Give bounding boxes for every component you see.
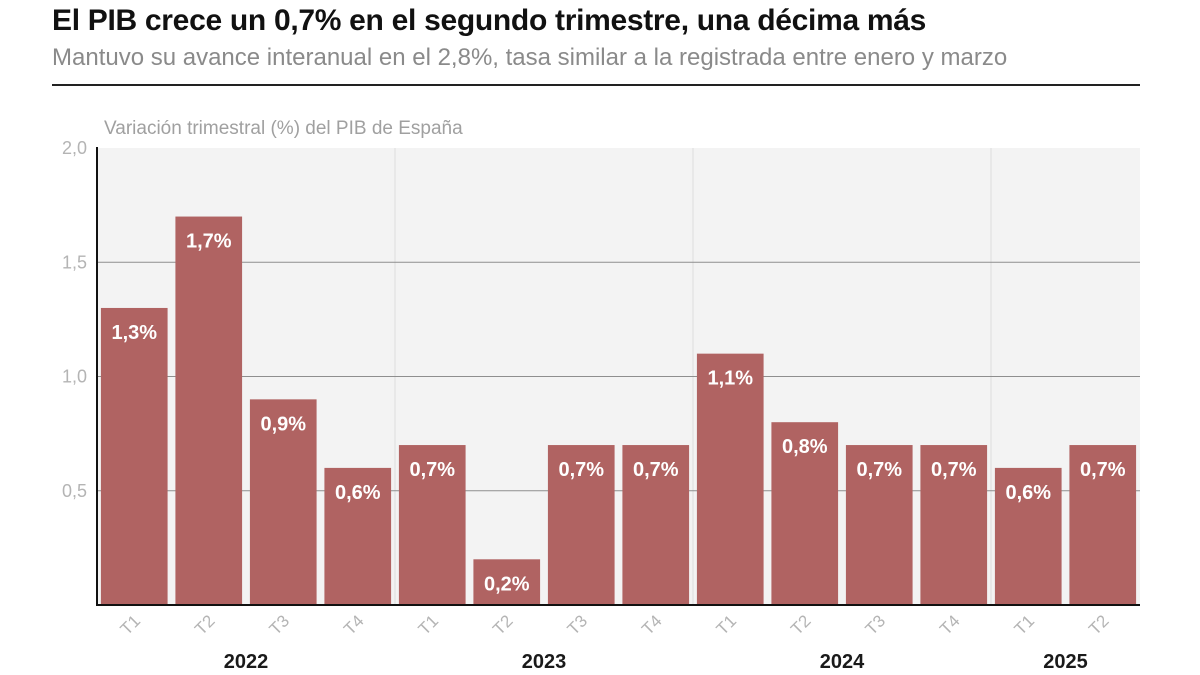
bar [994, 467, 1062, 605]
bar [920, 445, 988, 605]
x-tick-label: T4 [340, 611, 367, 638]
bar [398, 445, 466, 605]
x-tick-label: T2 [1085, 611, 1112, 638]
year-label: 2025 [1043, 651, 1088, 673]
x-tick-label: T3 [564, 611, 591, 638]
bar [845, 445, 913, 605]
data-label: 0,7% [856, 459, 902, 481]
bar [1069, 445, 1137, 605]
y-tick-label: 1,5 [62, 252, 87, 272]
y-tick-label: 0,5 [62, 481, 87, 501]
x-tick-label: T1 [415, 611, 442, 638]
x-tick-label: T4 [936, 611, 963, 638]
data-label: 0,8% [782, 436, 828, 458]
y-tick-label: 2,0 [62, 138, 87, 158]
bar [696, 353, 764, 605]
x-tick-label: T3 [862, 611, 889, 638]
bar [771, 422, 839, 605]
data-label: 0,7% [1080, 459, 1126, 481]
data-label: 0,7% [931, 459, 977, 481]
chart-title: El PIB crece un 0,7% en el segundo trime… [52, 4, 927, 37]
y-axis-title: Variación trimestral (%) del PIB de Espa… [104, 118, 463, 139]
x-tick-label: T2 [787, 611, 814, 638]
data-label: 0,2% [484, 573, 530, 595]
bar [622, 445, 690, 605]
bar [547, 445, 615, 605]
data-label: 1,3% [111, 322, 157, 344]
header-divider [52, 84, 1140, 86]
x-tick-label: T4 [638, 611, 665, 638]
x-tick-label: T1 [713, 611, 740, 638]
year-label: 2024 [820, 651, 865, 673]
chart-subtitle: Mantuvo su avance interanual en el 2,8%,… [52, 44, 1008, 71]
data-label: 0,6% [335, 482, 381, 504]
data-label: 1,1% [707, 368, 753, 390]
x-tick-label: T2 [191, 611, 218, 638]
bar [100, 307, 168, 605]
data-label: 1,7% [186, 231, 232, 253]
x-tick-label: T3 [266, 611, 293, 638]
data-label: 0,9% [260, 413, 306, 435]
year-label: 2022 [224, 651, 269, 673]
data-label: 0,7% [558, 459, 604, 481]
year-label: 2023 [522, 651, 567, 673]
data-label: 0,7% [633, 459, 679, 481]
y-tick-label: 1,0 [62, 367, 87, 387]
bar [473, 559, 541, 605]
x-tick-label: T1 [117, 611, 144, 638]
data-label: 0,6% [1005, 482, 1051, 504]
bar [324, 467, 392, 605]
x-tick-label: T1 [1011, 611, 1038, 638]
data-label: 0,7% [409, 459, 455, 481]
bar [249, 399, 317, 605]
x-tick-label: T2 [489, 611, 516, 638]
bar [175, 216, 243, 606]
